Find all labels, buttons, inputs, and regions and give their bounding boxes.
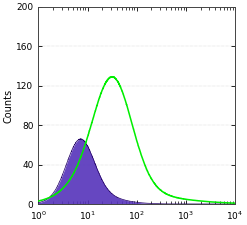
Y-axis label: Counts: Counts	[3, 89, 14, 123]
